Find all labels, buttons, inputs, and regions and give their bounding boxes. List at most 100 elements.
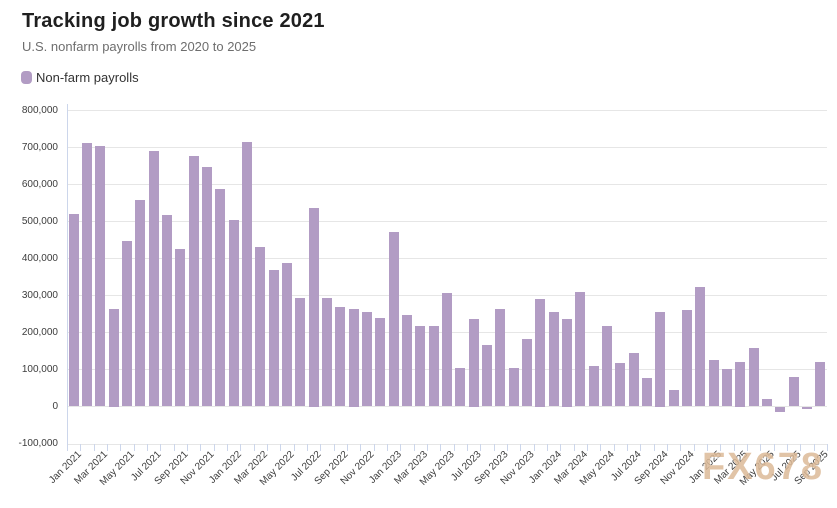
bar-may-2022[interactable] [282,263,292,407]
x-axis-tick [747,443,748,451]
x-axis-tick [773,443,775,451]
x-axis-tick [280,443,282,451]
x-axis-tick [520,443,522,451]
bar-apr-2021[interactable] [108,309,119,407]
bar-jul-2023[interactable] [468,319,479,407]
bar-nov-2024[interactable] [682,309,692,407]
x-axis-tick [573,443,575,451]
x-axis-tick [680,443,682,451]
x-axis-tick [600,443,602,451]
bar-jan-2024[interactable] [548,311,559,407]
bar-jun-2023[interactable] [455,367,466,407]
y-axis-label: 600,000 [21,178,58,190]
bar-dec-2021[interactable] [215,188,226,407]
x-axis-tick [320,443,322,451]
bar-jun-2025[interactable] [775,407,786,413]
legend-item-nonfarm-payrolls[interactable]: Non-farm payrolls [21,70,139,85]
bar-jul-2022[interactable] [308,207,319,407]
bar-jun-2024[interactable] [615,362,626,407]
bar-jul-2025[interactable] [788,377,799,407]
bar-jul-2021[interactable] [148,151,159,407]
bar-may-2024[interactable] [602,326,612,407]
y-axis-line [67,104,68,451]
bar-dec-2023[interactable] [535,299,546,407]
bar-feb-2021[interactable] [82,143,92,407]
bar-feb-2022[interactable] [242,141,252,407]
bar-mar-2023[interactable] [415,326,426,407]
x-axis-tick [400,443,402,451]
x-axis-tick [173,443,175,451]
x-axis-tick [187,443,188,451]
x-axis-tick [373,443,375,451]
bar-dec-2024[interactable] [695,286,706,407]
x-axis-tick [387,443,388,451]
bar-mar-2021[interactable] [95,145,106,407]
x-axis-tick [813,443,815,451]
bar-may-2023[interactable] [442,293,452,407]
bar-apr-2025[interactable] [748,347,759,407]
bar-aug-2025[interactable] [802,407,812,409]
x-axis-tick [133,443,135,451]
bar-sep-2023[interactable] [495,309,506,407]
bar-oct-2021[interactable] [188,155,199,407]
legend-label: Non-farm payrolls [36,70,139,85]
bar-jan-2023[interactable] [388,231,399,407]
y-axis-label: 300,000 [21,289,58,301]
bar-sep-2022[interactable] [335,306,346,407]
bar-aug-2021[interactable] [162,214,172,407]
bar-nov-2023[interactable] [522,339,532,407]
bar-sep-2024[interactable] [655,312,666,407]
bar-aug-2022[interactable] [322,298,332,407]
bar-apr-2022[interactable] [268,270,279,407]
bar-oct-2023[interactable] [508,367,519,407]
x-axis-tick [707,443,708,451]
bar-feb-2023[interactable] [402,314,412,407]
x-axis-tick [653,443,655,451]
bar-nov-2022[interactable] [362,311,372,407]
bar-oct-2022[interactable] [348,309,359,407]
chart-subtitle: U.S. nonfarm payrolls from 2020 to 2025 [22,39,257,54]
x-axis-tick [493,443,495,451]
bar-feb-2024[interactable] [562,319,572,407]
y-gridline [67,184,827,186]
bar-apr-2023[interactable] [428,326,439,407]
bar-dec-2022[interactable] [375,317,386,407]
bar-aug-2023[interactable] [482,345,492,407]
bar-jun-2022[interactable] [295,297,306,407]
legend-swatch-icon [21,71,32,84]
x-axis-tick [480,443,482,451]
bar-may-2025[interactable] [762,399,772,407]
y-axis-label: 100,000 [21,363,58,375]
bar-may-2021[interactable] [122,240,132,407]
x-axis-tick [627,443,628,451]
bar-jun-2021[interactable] [135,200,146,407]
bar-oct-2024[interactable] [668,390,679,407]
bar-aug-2024[interactable] [642,377,652,407]
bar-sep-2025[interactable] [815,362,826,407]
bar-jul-2024[interactable] [628,353,639,407]
bar-nov-2021[interactable] [202,166,212,407]
bar-sep-2021[interactable] [175,249,186,407]
x-axis-tick [120,443,122,451]
y-gridline [67,110,827,111]
bar-apr-2024[interactable] [588,366,599,407]
y-axis-label: 500,000 [21,215,58,227]
bar-mar-2024[interactable] [575,291,586,407]
y-gridline [67,221,827,223]
bar-jan-2021[interactable] [68,213,79,407]
bar-mar-2022[interactable] [255,246,266,407]
x-axis-tick [333,443,335,451]
x-axis-tick [827,443,828,451]
bar-mar-2025[interactable] [735,362,746,407]
x-axis-tick [560,443,562,451]
y-gridline [67,147,827,149]
chart-title: Tracking job growth since 2021 [22,10,325,32]
x-axis-tick [267,443,268,451]
bar-jan-2022[interactable] [228,219,239,407]
x-axis-tick [213,443,215,451]
bar-feb-2025[interactable] [722,368,732,407]
bar-jan-2025[interactable] [708,360,719,407]
x-axis-tick [733,443,735,451]
